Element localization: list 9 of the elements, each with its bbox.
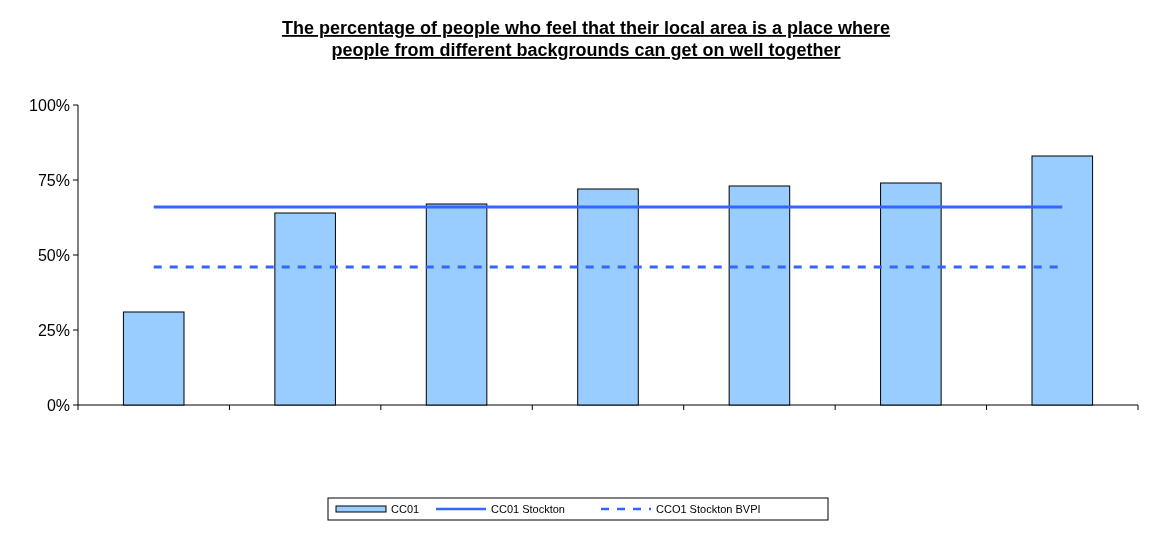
y-tick-label: 0%	[46, 396, 70, 414]
y-tick-label: 25%	[37, 321, 70, 339]
chart-title: The percentage of people who feel that their local area is a place where people from different backgrounds can get on well together	[281, 18, 891, 60]
y-tick-label: 50%	[37, 246, 70, 264]
legend-label: CCO1 Stockton BVPI	[656, 503, 761, 516]
legend-label: CC01 Stockton	[491, 503, 565, 516]
y-tick-label: 100%	[29, 96, 70, 114]
y-tick-label: 75%	[37, 171, 70, 189]
legend-label: CC01	[391, 503, 420, 516]
